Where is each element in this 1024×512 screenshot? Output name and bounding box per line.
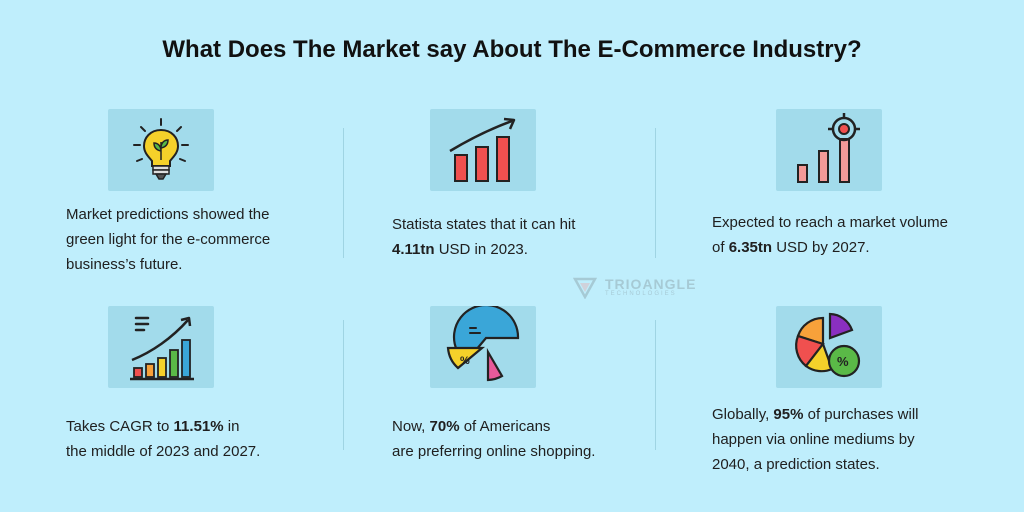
- pie-percent-icon: %: [446, 306, 520, 382]
- growth-chart-icon: [449, 117, 516, 182]
- card-2-icon-box: [430, 109, 536, 191]
- text-line: Statista states that it can hit: [392, 216, 576, 233]
- card-5-text: Now, 70% of Americans are preferring onl…: [392, 414, 595, 464]
- card-4-icon-box: [108, 306, 214, 388]
- text-line: Expected to reach a market volume: [712, 214, 948, 231]
- card-6-text: Globally, 95% of purchases will happen v…: [712, 402, 919, 477]
- card-3-text: Expected to reach a market volume of 6.3…: [712, 210, 948, 260]
- svg-text:%: %: [837, 354, 849, 369]
- text-line: 2040, a prediction states.: [712, 456, 880, 473]
- page-title: What Does The Market say About The E-Com…: [162, 36, 862, 63]
- text-line: are preferring online shopping.: [392, 443, 596, 460]
- text-line: Takes CAGR to 11.51% in: [66, 418, 240, 435]
- card-1-icon-box: [108, 109, 214, 191]
- column-divider: [655, 320, 656, 450]
- text-line: happen via online mediums by: [712, 431, 915, 448]
- text-line: green light for the e-commerce: [66, 231, 271, 248]
- text-line: Globally, 95% of purchases will: [712, 406, 919, 423]
- column-divider: [343, 320, 344, 450]
- pie-chart-icon: %: [795, 312, 861, 378]
- card-6-icon-box: %: [776, 306, 882, 388]
- target-chart-icon: [797, 113, 860, 183]
- card-2-text: Statista states that it can hit 4.11tn U…: [392, 212, 575, 262]
- card-3-icon-box: [776, 109, 882, 191]
- card-5-icon-box: %: [430, 306, 536, 388]
- watermark-sub: TECHNOLOGIES: [605, 291, 677, 297]
- svg-text:%: %: [460, 355, 470, 367]
- text-line: Now, 70% of Americans: [392, 418, 551, 435]
- text-line: of 6.35tn USD by 2027.: [712, 239, 870, 256]
- text-line: Market predictions showed the: [66, 206, 270, 223]
- card-1-text: Market predictions showed the green ligh…: [66, 202, 270, 277]
- column-divider: [655, 128, 656, 258]
- watermark-name: TRIOANGLE: [605, 276, 697, 292]
- lightbulb-icon: [133, 118, 189, 180]
- text-line: the middle of 2023 and 2027.: [66, 443, 261, 460]
- text-line: 4.11tn USD in 2023.: [392, 241, 528, 258]
- card-4-text: Takes CAGR to 11.51% in the middle of 20…: [66, 414, 260, 464]
- text-line: business’s future.: [66, 256, 183, 273]
- watermark: TRIOANGLE TECHNOLOGIES: [573, 275, 696, 299]
- column-divider: [343, 128, 344, 258]
- cagr-chart-icon: [130, 316, 194, 381]
- trioangle-logo-icon: [573, 277, 597, 299]
